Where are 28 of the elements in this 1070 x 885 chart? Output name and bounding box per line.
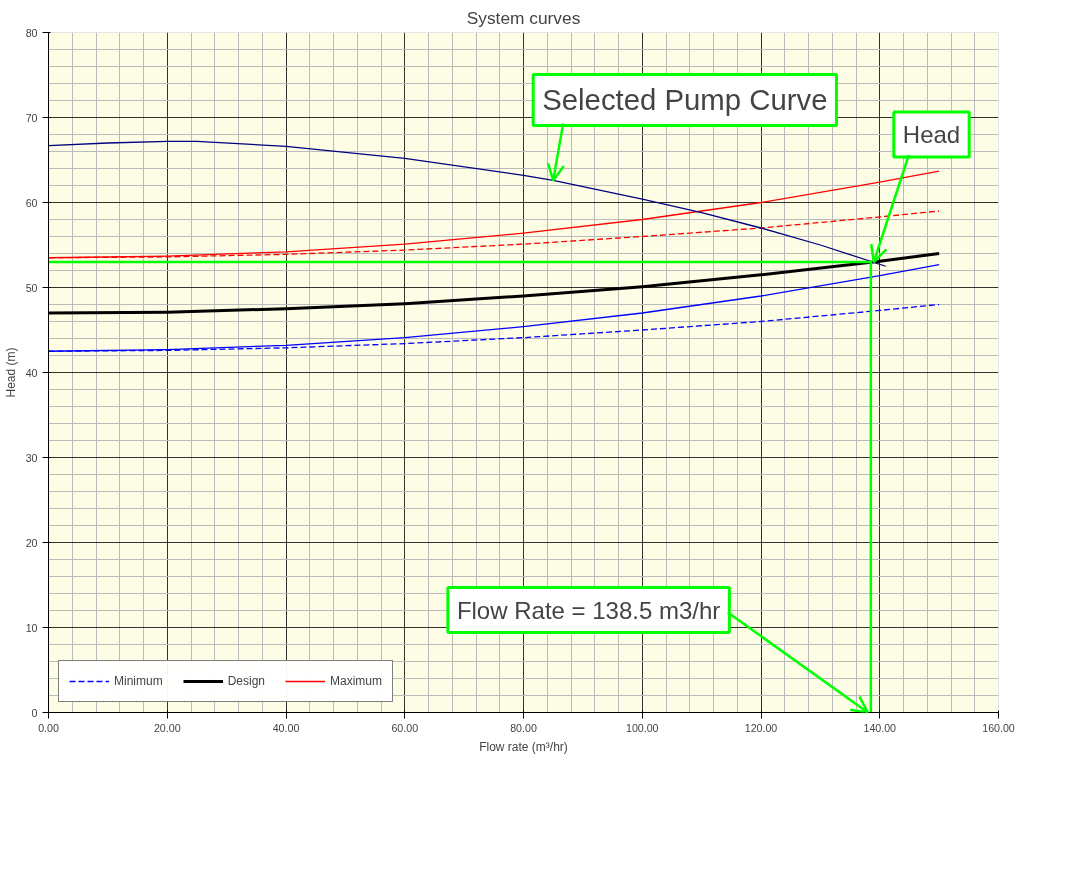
y-tick-label: 50 xyxy=(25,281,38,294)
annotation: Selected Pump Curve xyxy=(542,83,828,117)
y-tick-label: 40 xyxy=(25,366,38,379)
x-tick-label: 60.00 xyxy=(391,721,419,734)
x-tick-label: 20.00 xyxy=(153,721,181,734)
chart-title: System curves xyxy=(466,7,581,28)
y-tick-label: 30 xyxy=(25,451,38,464)
annotation: Head xyxy=(902,121,961,148)
y-tick-label: 20 xyxy=(25,536,38,549)
y-tick-label: 0 xyxy=(31,706,38,719)
legend-label: Design xyxy=(227,674,266,688)
y-tick-label: 10 xyxy=(25,621,38,634)
annotation: Flow Rate = 138.5 m3/hr xyxy=(456,596,721,624)
line-series xyxy=(48,140,887,267)
legend-label: Maximum xyxy=(330,674,383,688)
y-tick-label: 70 xyxy=(25,111,38,124)
y-tick-label: 80 xyxy=(25,26,38,39)
x-tick-label: 0.00 xyxy=(38,721,59,734)
x-tick-label: 120.00 xyxy=(744,721,778,734)
x-tick-label: 80.00 xyxy=(510,721,537,734)
y-tick-label: 60 xyxy=(25,196,38,209)
x-tick-label: 100.00 xyxy=(625,721,659,734)
x-tick-label: 140.00 xyxy=(863,721,897,734)
x-tick-label: 40.00 xyxy=(272,721,300,734)
x-axis-title: Flow rate (m³/hr) xyxy=(479,739,568,754)
y-axis-title: Head (m) xyxy=(3,347,18,398)
x-tick-label: 160.00 xyxy=(982,721,1015,734)
legend-label: Minimum xyxy=(114,674,163,688)
